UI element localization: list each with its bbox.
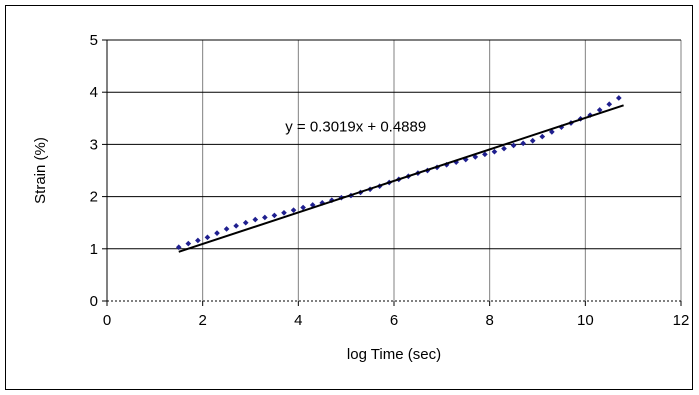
data-point (300, 204, 306, 211)
gridlines (107, 39, 682, 301)
x-tick-label: 10 (577, 312, 594, 329)
data-point (615, 95, 622, 101)
data-point (271, 212, 278, 219)
data-point (290, 207, 297, 214)
data-point (262, 214, 268, 221)
data-point (175, 244, 182, 251)
data-point (281, 209, 287, 216)
axes (102, 39, 682, 306)
y-tick-label: 5 (90, 32, 98, 49)
data-point (549, 129, 555, 135)
x-tick-label: 8 (485, 312, 493, 329)
data-point (596, 107, 603, 113)
trendline-equation: y = 0.3019x + 0.4889 (285, 118, 426, 135)
data-point (529, 137, 536, 144)
data-point (204, 234, 211, 241)
data-point (520, 140, 526, 147)
data-point (501, 145, 507, 152)
data-point (242, 219, 249, 226)
trendline (178, 104, 624, 253)
data-point (606, 101, 613, 108)
data-point (223, 226, 230, 232)
data-point (252, 216, 259, 223)
y-tick-label: 3 (90, 136, 98, 153)
x-tick-label: 0 (103, 312, 111, 329)
y-axis-title: Strain (%) (32, 137, 49, 204)
data-point (233, 223, 239, 229)
data-point (195, 237, 201, 244)
data-point (185, 240, 192, 247)
x-axis-title: log Time (sec) (347, 346, 441, 363)
x-tick-label: 2 (198, 312, 206, 329)
data-point (491, 148, 498, 155)
trendline-group (178, 104, 624, 253)
data-point (482, 151, 488, 158)
y-tick-label: 1 (90, 241, 98, 258)
y-tick-label: 2 (90, 189, 98, 206)
data-point (510, 142, 517, 149)
x-tick-label: 6 (390, 312, 398, 329)
x-tick-label: 4 (294, 312, 302, 329)
data-point (214, 230, 220, 236)
y-tick-label: 0 (90, 293, 98, 310)
y-tick-label: 4 (90, 84, 98, 101)
data-point (539, 133, 546, 140)
x-tick-label: 12 (673, 312, 690, 329)
